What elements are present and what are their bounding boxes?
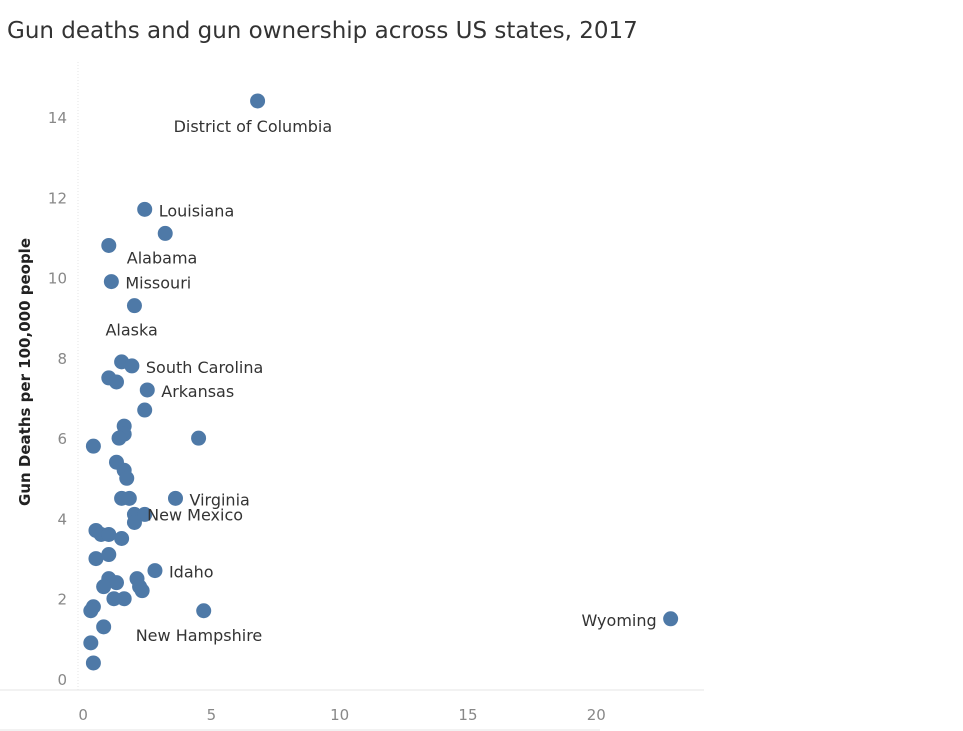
data-point[interactable] <box>137 402 153 418</box>
data-label: Virginia <box>189 490 249 509</box>
data-point[interactable] <box>108 575 124 591</box>
data-point[interactable] <box>116 591 132 607</box>
y-axis-title: Gun Deaths per 100,000 people <box>16 238 34 506</box>
data-point[interactable] <box>147 563 163 579</box>
data-point[interactable] <box>111 430 127 446</box>
y-tick-label: 0 <box>57 671 67 689</box>
data-label: Alaska <box>105 321 157 340</box>
data-label: New Mexico <box>147 505 243 524</box>
data-point[interactable] <box>124 358 140 374</box>
y-tick-label: 12 <box>48 189 67 207</box>
point-labels: District of Columbia Louisiana Alabama Miss… <box>105 117 656 645</box>
data-point[interactable] <box>96 619 112 635</box>
data-label: District of Columbia <box>174 117 333 136</box>
data-point[interactable] <box>250 93 266 109</box>
data-point[interactable] <box>114 531 130 546</box>
data-point[interactable] <box>101 526 117 542</box>
y-tick-label: 6 <box>57 430 67 448</box>
data-label: South Carolina <box>146 358 263 377</box>
data-point[interactable] <box>101 547 117 563</box>
data-points <box>83 93 679 671</box>
data-point[interactable] <box>134 583 150 599</box>
data-point[interactable] <box>83 635 99 651</box>
y-tick-label: 10 <box>48 270 67 288</box>
data-label: Missouri <box>125 274 191 293</box>
data-point[interactable] <box>139 382 155 398</box>
data-point[interactable] <box>83 603 99 619</box>
data-point[interactable] <box>126 514 142 530</box>
x-tick-label: 0 <box>78 706 88 724</box>
data-point[interactable] <box>157 225 173 241</box>
data-point[interactable] <box>126 298 142 314</box>
y-tick-label: 2 <box>57 591 67 609</box>
data-point[interactable] <box>121 490 137 506</box>
data-point[interactable] <box>106 591 122 607</box>
data-point[interactable] <box>137 506 153 522</box>
data-point[interactable] <box>108 374 124 390</box>
data-point[interactable] <box>167 490 183 506</box>
data-point[interactable] <box>88 551 104 567</box>
data-point[interactable] <box>196 603 212 619</box>
data-point[interactable] <box>85 438 101 454</box>
data-label: Wyoming <box>582 611 657 630</box>
data-point[interactable] <box>103 274 119 290</box>
data-label: Arkansas <box>161 382 234 401</box>
x-tick-label: 10 <box>330 706 349 724</box>
x-tick-label: 15 <box>458 706 477 724</box>
data-label: Idaho <box>169 563 214 582</box>
x-tick-label: 5 <box>207 706 217 724</box>
data-point[interactable] <box>663 611 679 627</box>
data-label: Alabama <box>127 248 198 267</box>
y-tick-label: 8 <box>57 350 67 368</box>
data-point[interactable] <box>137 201 153 217</box>
y-tick-label: 14 <box>48 109 67 127</box>
y-tick-label: 4 <box>57 510 67 528</box>
data-point[interactable] <box>85 655 101 671</box>
data-point[interactable] <box>101 237 117 253</box>
data-point[interactable] <box>96 579 112 595</box>
chart-title: Gun deaths and gun ownership across US s… <box>7 18 638 44</box>
x-tick-label: 20 <box>587 706 606 724</box>
axes: 0 2 4 6 8 10 12 14 0 5 10 15 20 <box>0 62 704 731</box>
data-point[interactable] <box>119 470 135 486</box>
data-label: New Hampshire <box>136 626 263 645</box>
data-point[interactable] <box>191 430 207 446</box>
data-label: Louisiana <box>159 201 235 220</box>
